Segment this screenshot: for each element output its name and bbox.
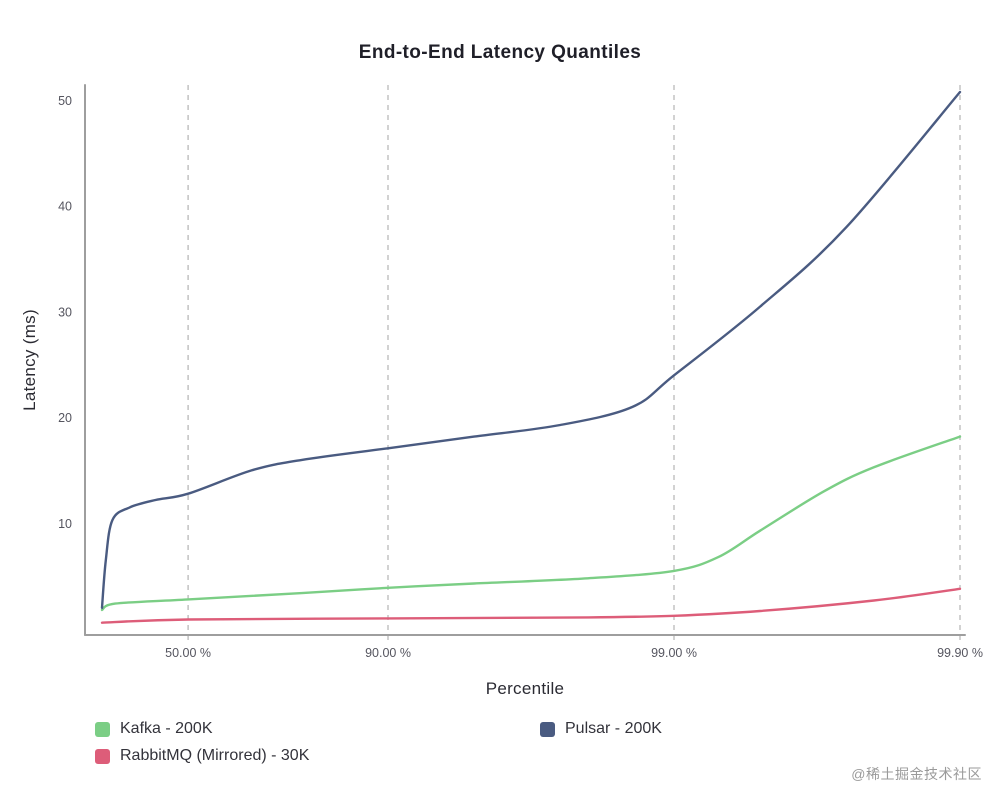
legend-swatch-icon <box>95 721 110 737</box>
legend-item-rabbitmq-mirrored-30k: RabbitMQ (Mirrored) - 30K <box>95 747 540 765</box>
chart-title: End-to-End Latency Quantiles <box>358 42 642 63</box>
y-tick-label: 30 <box>58 305 72 319</box>
legend-swatch-icon <box>95 748 110 764</box>
y-tick-label: 50 <box>58 94 72 108</box>
x-axis-title: Percentile <box>485 679 565 698</box>
legend: Kafka - 200K Pulsar - 200K RabbitMQ (Mirro… <box>95 720 662 765</box>
legend-item-kafka-200k: Kafka - 200K <box>95 720 540 738</box>
x-tick-label: 99.00 % <box>651 646 697 660</box>
legend-label: Kafka - 200K <box>120 720 213 737</box>
legend-item-pulsar-200k: Pulsar - 200K <box>540 720 662 738</box>
series-line-pulsar-200k <box>100 90 962 610</box>
y-tick-label: 10 <box>58 517 72 531</box>
legend-swatch-icon <box>540 721 555 737</box>
legend-label: RabbitMQ (Mirrored) - 30K <box>120 747 310 764</box>
series-line-kafka-200k <box>100 435 962 612</box>
x-tick-label: 99.90 % <box>937 646 983 660</box>
legend-label: Pulsar - 200K <box>565 720 662 737</box>
y-axis-title: Latency (ms) <box>20 309 39 411</box>
y-tick-label: 20 <box>58 411 72 425</box>
y-tick-label: 40 <box>58 200 72 214</box>
series-line-rabbitmq-mirrored-30k <box>100 587 962 624</box>
watermark: @稀土掘金技术社区 <box>851 766 982 782</box>
x-tick-label: 50.00 % <box>165 646 211 660</box>
x-tick-label: 90.00 % <box>365 646 411 660</box>
